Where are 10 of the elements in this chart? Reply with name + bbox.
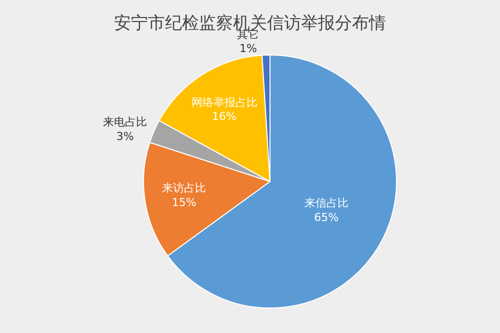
- slice-label: 网络举报占比: [191, 96, 258, 109]
- slice-label: 来信占比: [304, 196, 348, 210]
- slice-label: 其它: [237, 28, 260, 41]
- data-label: 15%: [172, 196, 196, 209]
- data-label: 65%: [314, 210, 339, 224]
- data-label: 16%: [212, 110, 236, 124]
- data-label: 3%: [116, 130, 134, 143]
- slice-label: 来访占比: [162, 181, 206, 194]
- slice-label: 来电占比: [103, 115, 148, 128]
- data-label: 1%: [239, 42, 257, 56]
